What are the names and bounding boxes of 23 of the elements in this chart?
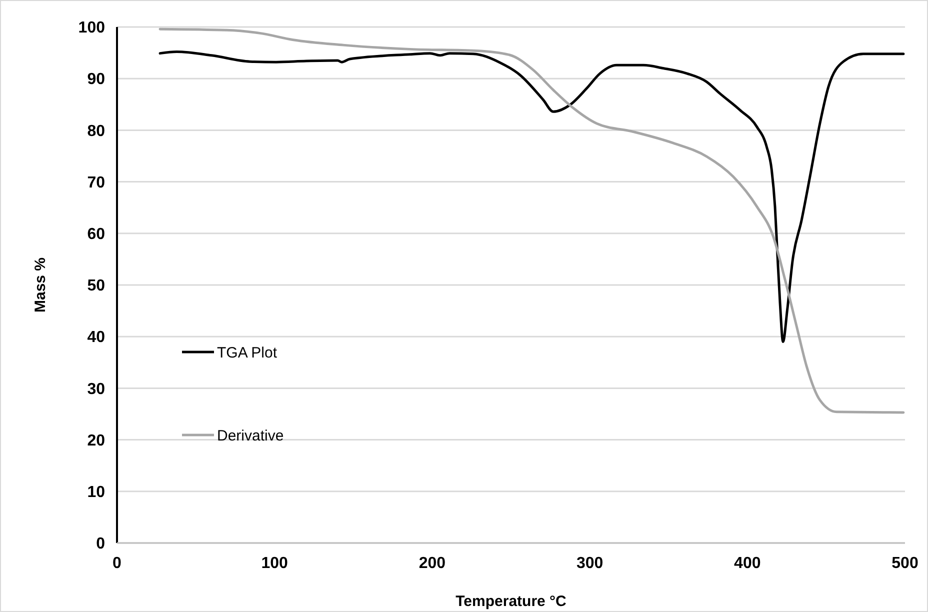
line-series xyxy=(158,28,905,414)
legend-label: Derivative xyxy=(217,427,284,444)
x-axis-title: Temperature °C xyxy=(456,593,567,610)
x-tick-label: 500 xyxy=(892,555,918,572)
y-tick-label: 30 xyxy=(87,380,106,398)
x-tick-label: 100 xyxy=(261,555,288,572)
y-tick-label: 40 xyxy=(87,329,106,346)
x-tick-label: 300 xyxy=(576,555,604,572)
x-tick-label: 400 xyxy=(734,555,761,572)
y-tick-label: 90 xyxy=(87,71,106,88)
y-tick-label: 10 xyxy=(87,484,106,501)
y-tick-label: 50 xyxy=(87,278,106,295)
y-tick-label: 20 xyxy=(87,432,106,450)
y-tick-label: 0 xyxy=(96,536,106,553)
y-tick-label: 80 xyxy=(87,122,106,140)
y-axis-title: Mass % xyxy=(32,257,49,313)
y-tick-label: 60 xyxy=(87,226,106,243)
x-tick-label: 200 xyxy=(418,555,446,572)
y-tick-label: 100 xyxy=(78,20,106,37)
legend-label: TGA Plot xyxy=(217,344,278,362)
y-tick-label: 70 xyxy=(87,174,106,192)
x-tick-label: 0 xyxy=(112,555,122,572)
line-series xyxy=(158,50,905,344)
